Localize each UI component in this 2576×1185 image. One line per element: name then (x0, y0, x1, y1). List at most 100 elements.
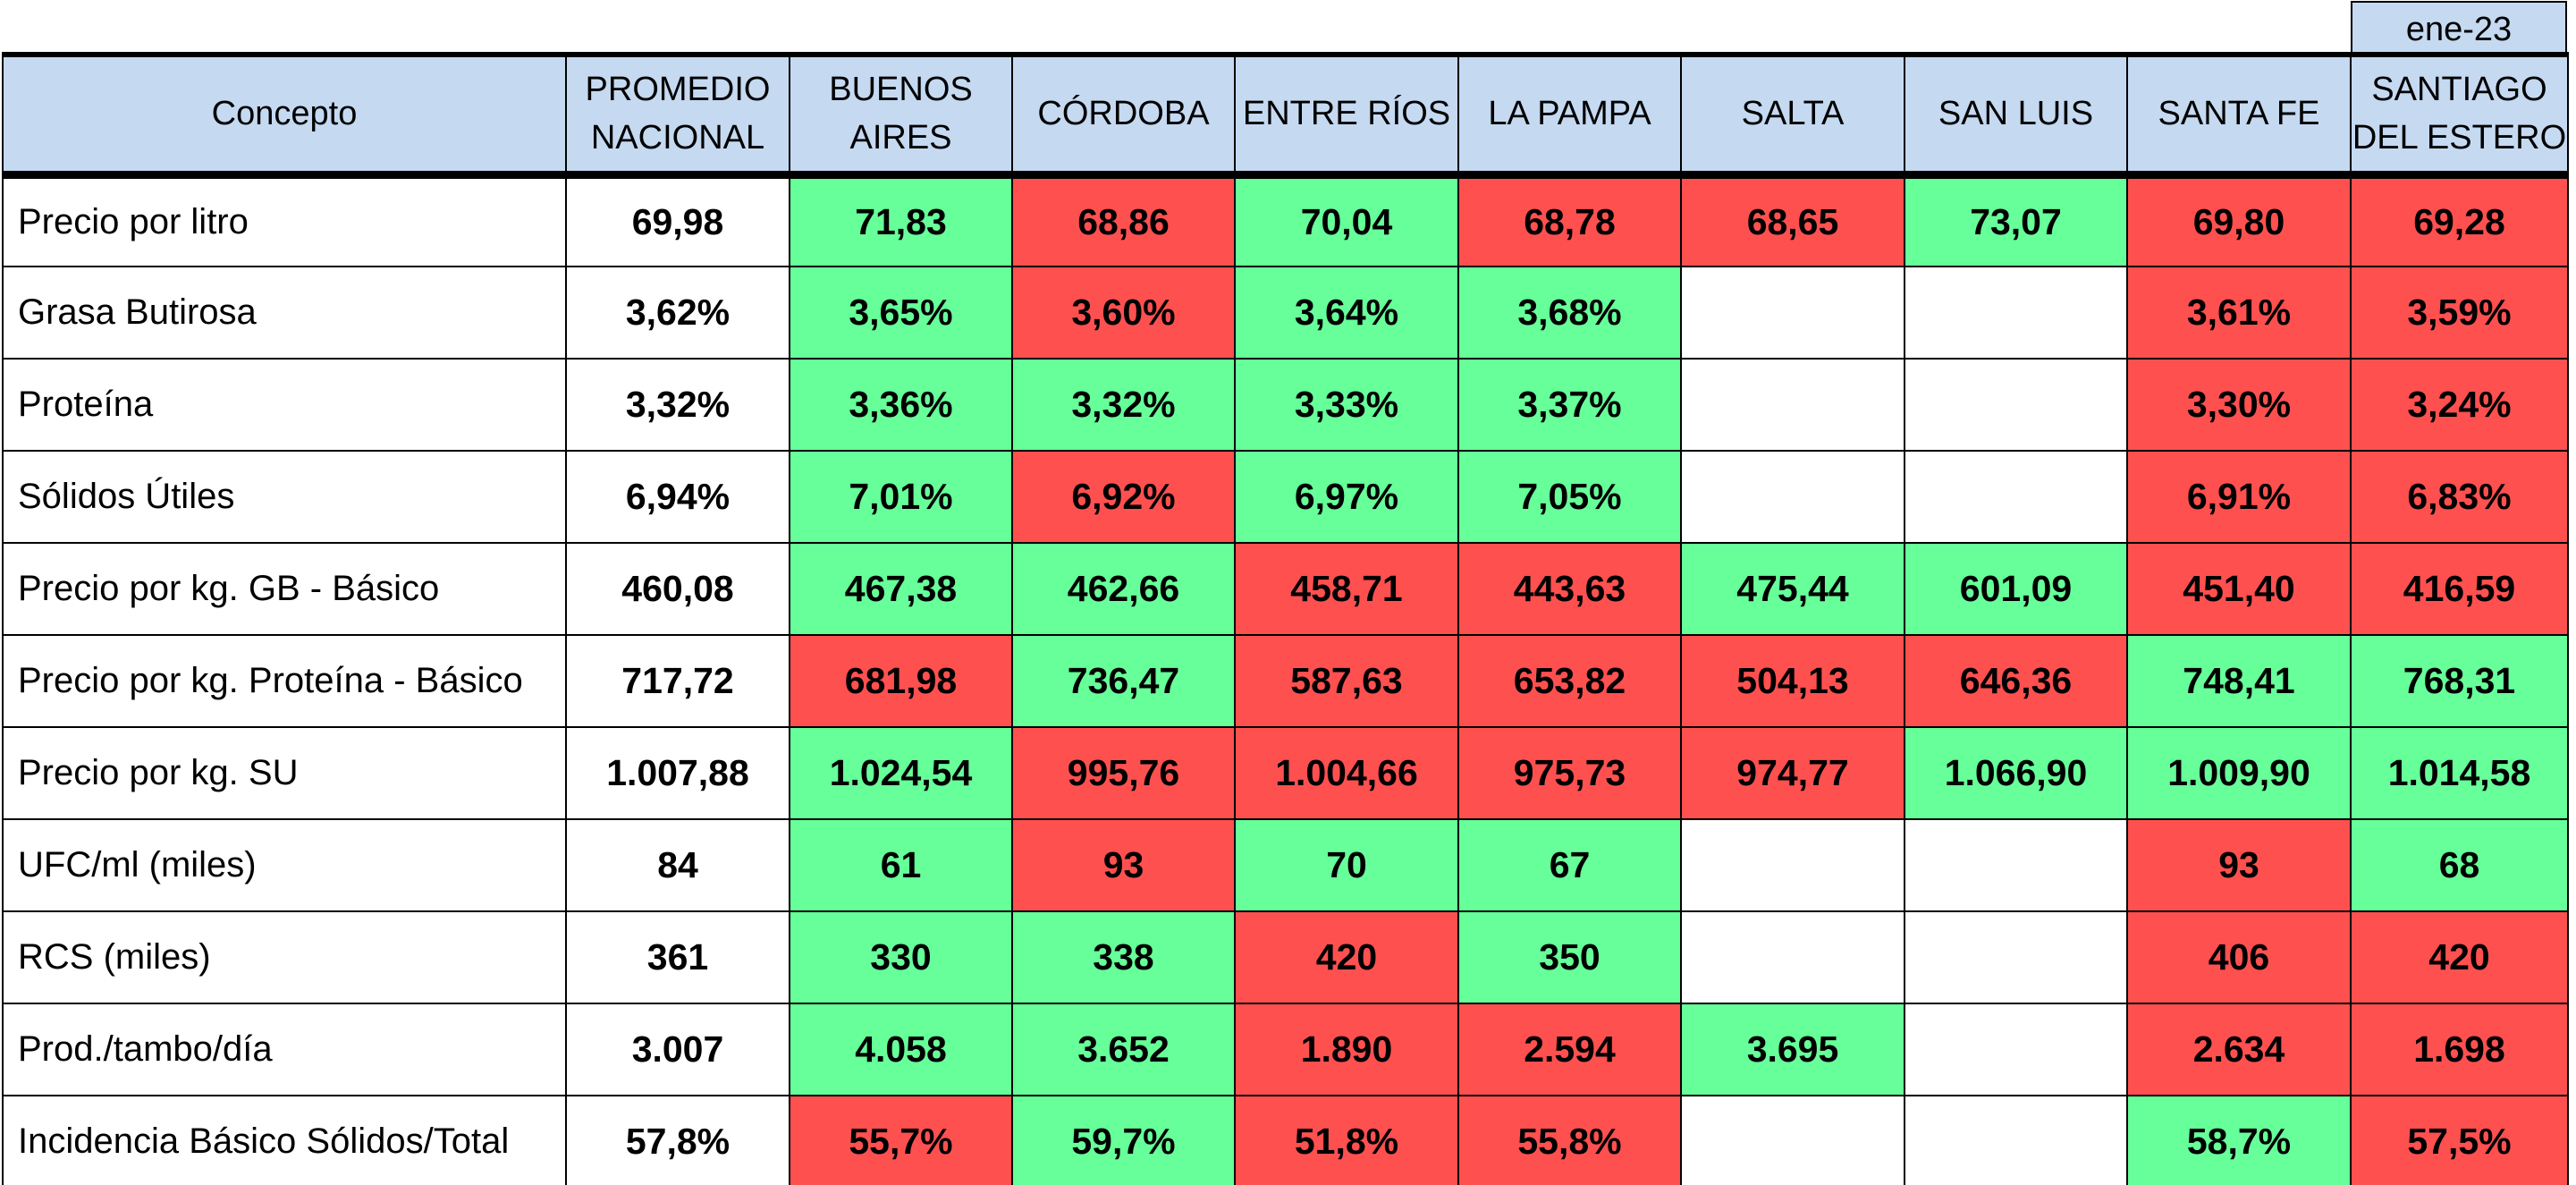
cell-santiago-del-estero: 69,28 (2350, 174, 2569, 267)
cell-santa-fe: 69,80 (2126, 174, 2352, 267)
header-santa-fe: SANTA FE (2126, 52, 2352, 179)
national-average-cell: 3,32% (565, 358, 790, 452)
cell-salta (1680, 910, 1905, 1004)
cell-salta: 504,13 (1680, 634, 1905, 728)
cell-santiago-del-estero: 6,83% (2350, 450, 2569, 544)
cell-la-pampa: 67 (1457, 818, 1682, 912)
concept-cell: RCS (miles) (2, 910, 567, 1004)
cell-santa-fe: 93 (2126, 818, 2352, 912)
cell-cordoba: 3.652 (1011, 1003, 1236, 1096)
concept-cell: Precio por litro (2, 174, 567, 267)
cell-cordoba: 995,76 (1011, 726, 1236, 820)
concept-cell: Precio por kg. GB - Básico (2, 542, 567, 636)
concept-cell: Precio por kg. Proteína - Básico (2, 634, 567, 728)
cell-santa-fe: 3,61% (2126, 266, 2352, 360)
header-concepto: Concepto (2, 52, 567, 179)
table-row: Precio por kg. Proteína - Básico 717,72 68… (2, 634, 2569, 728)
cell-buenos-aires: 3,65% (789, 266, 1013, 360)
table-header: Concepto PROMEDIO NACIONAL BUENOS AIRES … (2, 52, 2569, 179)
cell-buenos-aires: 1.024,54 (789, 726, 1013, 820)
cell-cordoba: 462,66 (1011, 542, 1236, 636)
cell-san-luis (1904, 910, 2128, 1004)
cell-entre-rios: 3,64% (1234, 266, 1459, 360)
concept-cell: Precio por kg. SU (2, 726, 567, 820)
header-salta: SALTA (1680, 52, 1905, 179)
table-row: Precio por litro 69,98 71,83 68,86 70,04 68,7… (2, 174, 2569, 267)
cell-salta: 475,44 (1680, 542, 1905, 636)
cell-buenos-aires: 4.058 (789, 1003, 1013, 1096)
table-row: UFC/ml (miles) 84 61 93 70 67 93 68 (2, 818, 2569, 912)
cell-la-pampa: 975,73 (1457, 726, 1682, 820)
cell-santa-fe: 451,40 (2126, 542, 2352, 636)
cell-san-luis (1904, 1003, 2128, 1096)
cell-la-pampa: 55,8% (1457, 1095, 1682, 1185)
cell-salta: 974,77 (1680, 726, 1905, 820)
header-buenos-aires: BUENOS AIRES (789, 52, 1013, 179)
cell-salta (1680, 450, 1905, 544)
national-average-cell: 6,94% (565, 450, 790, 544)
cell-santiago-del-estero: 3,59% (2350, 266, 2569, 360)
cell-la-pampa: 350 (1457, 910, 1682, 1004)
cell-santa-fe: 6,91% (2126, 450, 2352, 544)
cell-la-pampa: 443,63 (1457, 542, 1682, 636)
comparison-table: Concepto PROMEDIO NACIONAL BUENOS AIRES … (2, 52, 2569, 1185)
cell-buenos-aires: 467,38 (789, 542, 1013, 636)
cell-entre-rios: 70 (1234, 818, 1459, 912)
cell-entre-rios: 3,33% (1234, 358, 1459, 452)
concept-cell: Grasa Butirosa (2, 266, 567, 360)
national-average-cell: 3.007 (565, 1003, 790, 1096)
national-average-cell: 361 (565, 910, 790, 1004)
cell-san-luis (1904, 358, 2128, 452)
concept-cell: Incidencia Básico Sólidos/Total (2, 1095, 567, 1185)
cell-la-pampa: 68,78 (1457, 174, 1682, 267)
cell-buenos-aires: 3,36% (789, 358, 1013, 452)
cell-san-luis: 646,36 (1904, 634, 2128, 728)
cell-cordoba: 736,47 (1011, 634, 1236, 728)
table-row: Prod./tambo/día 3.007 4.058 3.652 1.890 2.594… (2, 1003, 2569, 1096)
cell-salta: 3.695 (1680, 1003, 1905, 1096)
cell-la-pampa: 7,05% (1457, 450, 1682, 544)
national-average-cell: 460,08 (565, 542, 790, 636)
cell-santa-fe: 3,30% (2126, 358, 2352, 452)
cell-la-pampa: 3,68% (1457, 266, 1682, 360)
concept-cell: Sólidos Útiles (2, 450, 567, 544)
header-promedio-nacional: PROMEDIO NACIONAL (565, 52, 790, 179)
cell-santiago-del-estero: 3,24% (2350, 358, 2569, 452)
header-san-luis: SAN LUIS (1904, 52, 2128, 179)
cell-santa-fe: 1.009,90 (2126, 726, 2352, 820)
cell-buenos-aires: 71,83 (789, 174, 1013, 267)
table-row: Sólidos Útiles 6,94% 7,01% 6,92% 6,97% 7,05% 6… (2, 450, 2569, 544)
cell-santiago-del-estero: 416,59 (2350, 542, 2569, 636)
cell-salta (1680, 358, 1905, 452)
header-row: Concepto PROMEDIO NACIONAL BUENOS AIRES … (2, 52, 2569, 179)
cell-san-luis: 73,07 (1904, 174, 2128, 267)
cell-salta (1680, 266, 1905, 360)
national-average-cell: 69,98 (565, 174, 790, 267)
cell-san-luis (1904, 818, 2128, 912)
cell-entre-rios: 6,97% (1234, 450, 1459, 544)
header-santiago-del-estero: SANTIAGO DEL ESTERO (2350, 52, 2569, 179)
cell-santiago-del-estero: 420 (2350, 910, 2569, 1004)
national-average-cell: 84 (565, 818, 790, 912)
cell-santiago-del-estero: 1.698 (2350, 1003, 2569, 1096)
cell-entre-rios: 70,04 (1234, 174, 1459, 267)
cell-entre-rios: 420 (1234, 910, 1459, 1004)
table-row: Precio por kg. GB - Básico 460,08 467,38 46… (2, 542, 2569, 636)
cell-buenos-aires: 7,01% (789, 450, 1013, 544)
cell-cordoba: 3,32% (1011, 358, 1236, 452)
cell-salta (1680, 1095, 1905, 1185)
cell-buenos-aires: 681,98 (789, 634, 1013, 728)
cell-entre-rios: 1.004,66 (1234, 726, 1459, 820)
cell-santiago-del-estero: 68 (2350, 818, 2569, 912)
table-body: Precio por litro 69,98 71,83 68,86 70,04 68,7… (2, 174, 2569, 1185)
cell-la-pampa: 3,37% (1457, 358, 1682, 452)
cell-salta: 68,65 (1680, 174, 1905, 267)
cell-cordoba: 3,60% (1011, 266, 1236, 360)
cell-santa-fe: 748,41 (2126, 634, 2352, 728)
period-label: ene-23 (2351, 1, 2567, 53)
cell-santa-fe: 406 (2126, 910, 2352, 1004)
cell-entre-rios: 1.890 (1234, 1003, 1459, 1096)
cell-la-pampa: 653,82 (1457, 634, 1682, 728)
national-average-cell: 3,62% (565, 266, 790, 360)
cell-buenos-aires: 61 (789, 818, 1013, 912)
